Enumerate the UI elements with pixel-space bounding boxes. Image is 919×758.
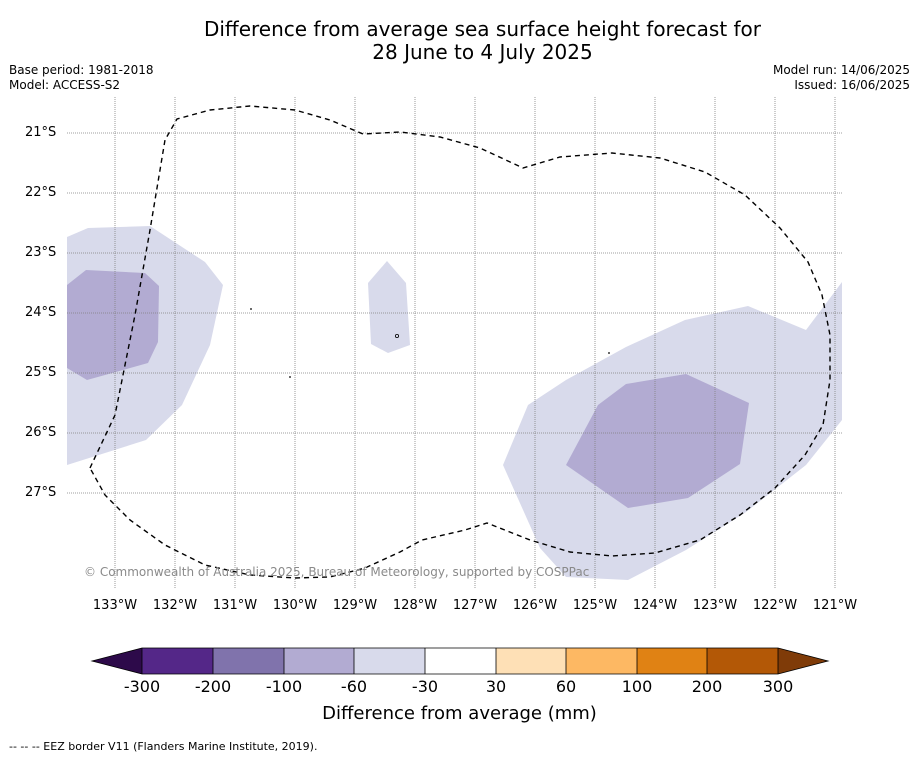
copyright-notice: © Commonwealth of Australia 2025, Bureau…: [84, 565, 590, 579]
colorbar-label: 30: [485, 677, 507, 696]
lon-label-132w: 132°W: [152, 598, 198, 613]
colorbar-segment: [496, 648, 566, 674]
lat-label-22s: 22°S: [25, 185, 57, 200]
title-line-1: Difference from average sea surface heig…: [203, 17, 762, 41]
lon-label-133w: 133°W: [92, 598, 138, 613]
colorbar-segment: [354, 648, 425, 674]
lat-label-21s: 21°S: [25, 125, 57, 140]
colorbar-label: 60: [555, 677, 577, 696]
model-name: Model: ACCESS-S2: [9, 78, 121, 92]
colorbar-segment: [566, 648, 637, 674]
colorbar-label: 300: [762, 677, 794, 696]
model-run: Model run: 14/06/2025: [772, 63, 910, 77]
colorbar-label: -100: [265, 677, 303, 696]
map-title: Difference from average sea surface heig…: [0, 18, 919, 64]
lon-label-121w: 121°W: [812, 598, 858, 613]
colorbar-segment: [284, 648, 354, 674]
lon-label-131w: 131°W: [212, 598, 258, 613]
lon-label-128w: 128°W: [392, 598, 438, 613]
lon-label-125w: 125°W: [572, 598, 618, 613]
colorbar-label: -300: [123, 677, 161, 696]
colorbar-label: 100: [621, 677, 653, 696]
meta-right: Model run: 14/06/2025 Issued: 16/06/2025: [773, 63, 910, 93]
lon-label-130w: 130°W: [272, 598, 318, 613]
colorbar-label: -30: [411, 677, 439, 696]
island-speck: [394, 333, 399, 338]
meta-left: Base period: 1981-2018 Model: ACCESS-S2: [9, 63, 154, 93]
lat-label-23s: 23°S: [25, 245, 57, 260]
colorbar-segment: [142, 648, 213, 674]
anomaly-region-west-mid: [67, 270, 159, 380]
anomaly-region-east-mid: [566, 374, 749, 508]
eez-footnote: -- -- -- EEZ border V11 (Flanders Marine…: [9, 740, 318, 753]
colorbar-label: -200: [194, 677, 232, 696]
colorbar-label: -60: [340, 677, 368, 696]
lon-label-127w: 127°W: [452, 598, 498, 613]
colorbar-arrow-low: [92, 648, 142, 674]
lat-label-24s: 24°S: [25, 305, 57, 320]
base-period: Base period: 1981-2018: [9, 63, 154, 77]
island-speck: [250, 308, 252, 310]
lon-label-129w: 129°W: [332, 598, 378, 613]
colorbar-arrow-high: [778, 648, 828, 674]
lon-label-123w: 123°W: [692, 598, 738, 613]
lon-label-122w: 122°W: [752, 598, 798, 613]
lat-label-27s: 27°S: [25, 485, 57, 500]
colorbar-segment: [425, 648, 496, 674]
island-speck: [608, 352, 610, 354]
lon-label-126w: 126°W: [512, 598, 558, 613]
colorbar-dividers: [141, 648, 779, 674]
title-line-2: 28 June to 4 July 2025: [372, 40, 593, 64]
lat-label-26s: 26°S: [25, 425, 57, 440]
anomaly-region-central-light: [368, 261, 410, 353]
lon-label-124w: 124°W: [632, 598, 678, 613]
colorbar-label: 200: [691, 677, 723, 696]
lat-label-25s: 25°S: [25, 365, 57, 380]
colorbar-segment: [637, 648, 707, 674]
colorbar-segment: [707, 648, 778, 674]
issued-date: Issued: 16/06/2025: [794, 78, 910, 92]
island-speck: [289, 376, 291, 378]
colorbar-title: Difference from average (mm): [322, 703, 597, 724]
colorbar-segment: [213, 648, 284, 674]
